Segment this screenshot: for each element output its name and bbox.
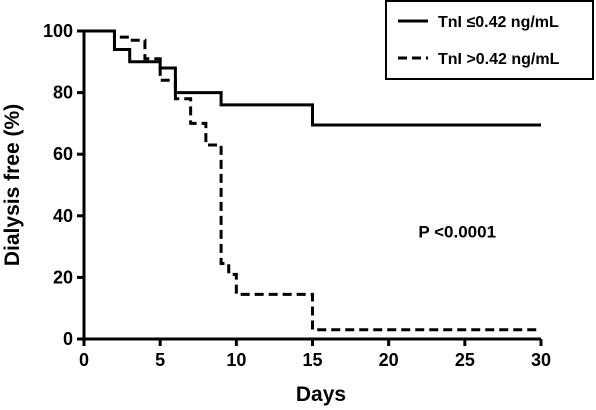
series-line-1 (84, 29, 541, 332)
series-layer (84, 29, 541, 332)
x-tick-label: 20 (379, 350, 399, 370)
x-tick-label: 25 (455, 350, 475, 370)
y-tick-label: 80 (53, 83, 73, 103)
y-tick-label: 100 (43, 21, 73, 41)
legend-label-low-tni: TnI ≤0.42 ng/mL (438, 14, 559, 31)
y-tick-label: 60 (53, 144, 73, 164)
legend-box (385, 0, 594, 80)
y-tick-label: 40 (53, 206, 73, 226)
x-axis-ticks: 0 5 10 15 20 25 30 (79, 339, 551, 370)
x-axis-title: Days (296, 383, 346, 406)
x-tick-label: 10 (226, 350, 246, 370)
series-line-0 (84, 29, 541, 127)
p-value-annotation: P <0.0001 (418, 222, 496, 241)
y-axis-ticks: 0 20 40 60 80 100 (43, 21, 84, 349)
x-tick-label: 5 (155, 350, 165, 370)
x-tick-label: 15 (302, 350, 322, 370)
y-tick-label: 0 (63, 329, 73, 349)
legend: TnI ≤0.42 ng/mL TnI >0.42 ng/mL (385, 0, 594, 80)
y-tick-label: 20 (53, 267, 73, 287)
legend-label-high-tni: TnI >0.42 ng/mL (438, 51, 560, 68)
y-axis-title: Dialysis free (%) (1, 104, 24, 266)
x-tick-label: 0 (79, 350, 89, 370)
x-tick-label: 30 (531, 350, 551, 370)
